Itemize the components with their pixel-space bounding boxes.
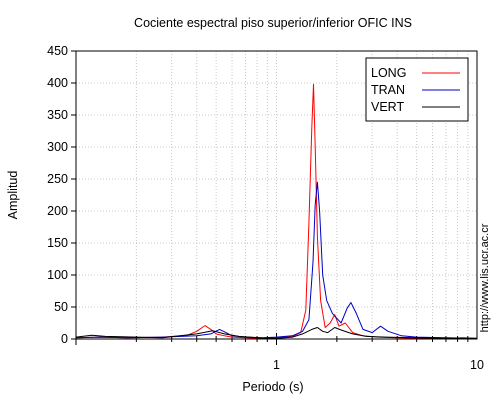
y-tick-label: 200 (47, 204, 68, 218)
y-tick-label: 100 (47, 268, 68, 282)
chart-title: Cociente espectral piso superior/inferio… (134, 16, 412, 30)
series-lines (75, 83, 478, 339)
y-tick-label: 300 (47, 140, 68, 154)
y-tick-label: 450 (47, 44, 68, 58)
y-axis-label: Amplitud (6, 171, 20, 220)
y-tick-label: 0 (61, 332, 68, 346)
legend: LONG TRAN VERT (365, 57, 469, 122)
y-tick-label: 150 (47, 236, 68, 250)
source-watermark: http://www.lis.ucr.ac.cr (479, 223, 491, 332)
series-line-vert (75, 327, 478, 339)
legend-label-tran: TRAN (371, 83, 405, 97)
y-tick-label: 400 (47, 76, 68, 90)
y-tick-label: 250 (47, 172, 68, 186)
x-tick-label: 1 (273, 358, 280, 372)
legend-label-vert: VERT (371, 100, 404, 114)
legend-label-long: LONG (371, 66, 406, 80)
x-tick-label: 10 (470, 358, 484, 372)
y-tick-label: 350 (47, 108, 68, 122)
y-axis-ticks: 0 50 100 150 200 250 300 350 400 450 (47, 44, 76, 346)
series-line-tran (75, 181, 478, 339)
x-axis-label: Periodo (s) (242, 380, 303, 394)
y-tick-label: 50 (54, 300, 68, 314)
plot-frame (75, 50, 478, 340)
